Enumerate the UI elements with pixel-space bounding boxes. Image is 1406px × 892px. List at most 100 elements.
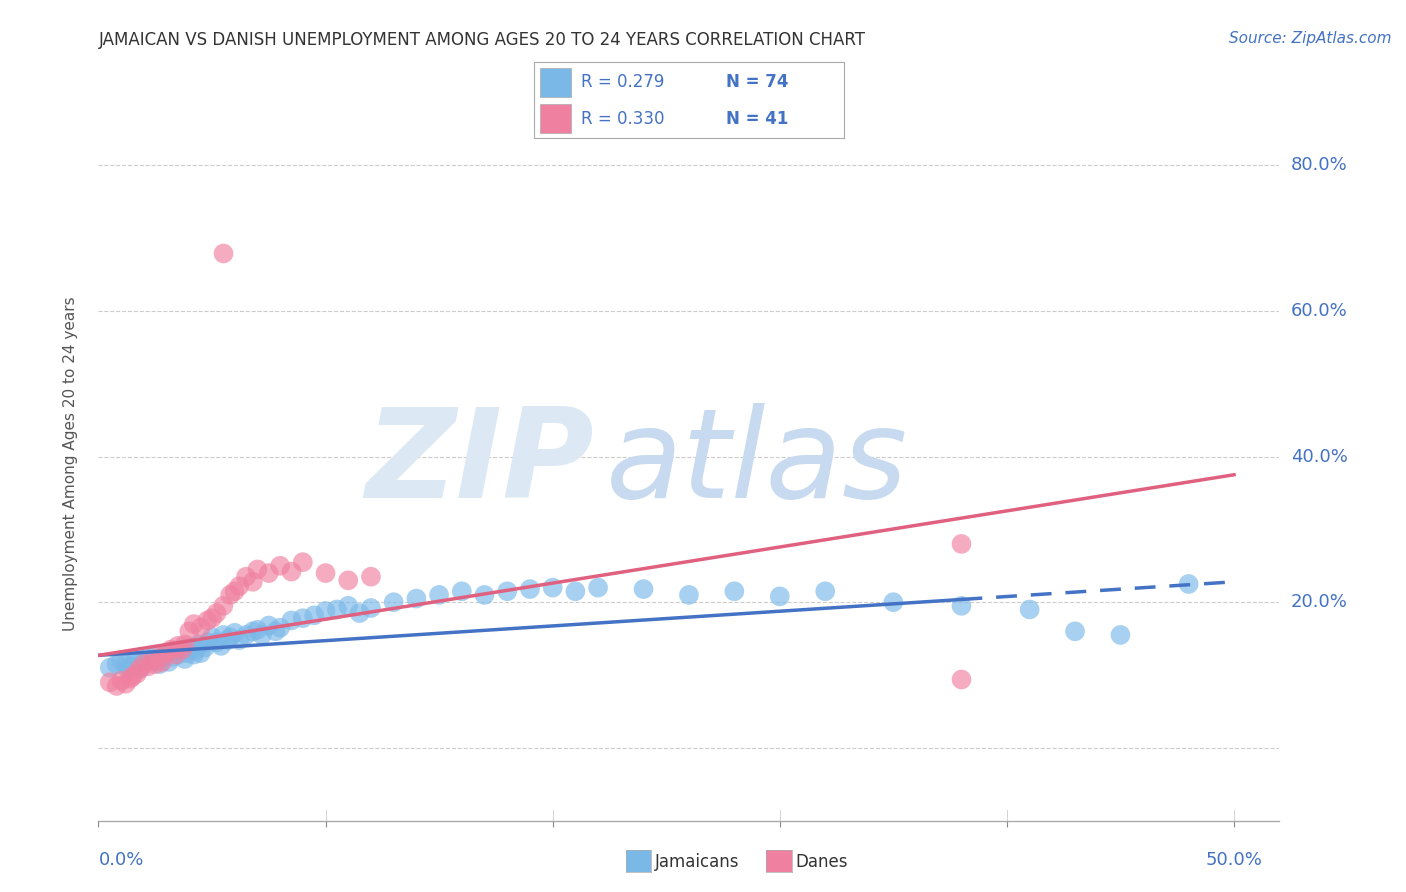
Point [205,635,228,649]
Point [114,657,136,671]
Text: N = 41: N = 41 [725,110,789,128]
Point [176,646,198,660]
Point [1109,628,1132,642]
Point [117,662,139,676]
Point [950,672,973,686]
Point [349,606,371,620]
Point [678,588,700,602]
Point [179,624,201,639]
Point [155,646,177,660]
Text: 40.0%: 40.0% [1291,448,1347,466]
Point [337,599,360,613]
Point [124,655,146,669]
Point [882,595,904,609]
Point [219,630,242,644]
Point [427,588,450,602]
Text: 20.0%: 20.0% [1291,593,1347,611]
Point [541,581,564,595]
Point [291,611,314,625]
Text: Jamaicans: Jamaicans [655,853,740,871]
Point [219,588,242,602]
Point [128,662,150,676]
Bar [540,104,571,133]
Point [250,628,273,642]
Point [264,624,287,639]
Point [228,579,250,593]
Point [165,648,187,662]
Text: 60.0%: 60.0% [1291,301,1347,320]
Point [1177,577,1199,591]
Point [1064,624,1087,639]
Text: 50.0%: 50.0% [1205,851,1263,869]
Point [172,642,194,657]
Point [194,640,217,655]
Point [950,537,973,551]
Point [128,652,150,666]
Text: JAMAICAN VS DANISH UNEMPLOYMENT AMONG AGES 20 TO 24 YEARS CORRELATION CHART: JAMAICAN VS DANISH UNEMPLOYMENT AMONG AG… [98,31,866,49]
Point [165,645,187,659]
Point [326,602,349,616]
Point [257,618,280,632]
Point [167,639,190,653]
Point [201,630,224,644]
Point [564,584,586,599]
Point [150,655,173,669]
Point [257,566,280,580]
Point [246,562,269,576]
Point [187,637,209,651]
Point [150,652,173,666]
Point [143,657,166,671]
Point [212,628,235,642]
Point [315,604,337,618]
Point [201,611,224,625]
Point [205,606,228,620]
Point [360,601,382,615]
Text: R = 0.279: R = 0.279 [581,73,664,91]
Point [110,653,132,667]
Point [149,657,172,671]
Point [633,582,655,596]
Point [302,608,325,623]
Point [105,679,128,693]
Point [519,582,541,596]
Point [149,649,172,664]
Bar [540,68,571,96]
Point [160,642,183,657]
Point [120,672,142,686]
Point [280,614,302,628]
Point [121,669,143,683]
Text: R = 0.330: R = 0.330 [581,110,664,128]
Point [382,595,405,609]
Point [723,584,745,599]
Point [183,617,205,632]
Y-axis label: Unemployment Among Ages 20 to 24 years: Unemployment Among Ages 20 to 24 years [63,296,77,632]
Point [183,648,205,662]
Text: 80.0%: 80.0% [1291,156,1347,174]
Point [1018,602,1040,616]
Point [474,588,496,602]
Point [212,245,235,260]
Point [586,581,609,595]
Text: ZIP: ZIP [366,403,595,524]
Point [496,584,519,599]
Point [235,570,257,584]
Text: 0.0%: 0.0% [98,851,143,869]
Point [450,584,472,599]
Text: Source: ZipAtlas.com: Source: ZipAtlas.com [1229,31,1392,46]
Point [98,661,121,675]
Point [105,657,128,671]
Point [179,640,201,655]
Point [169,642,191,657]
Point [405,591,427,606]
Point [242,574,264,589]
Point [212,599,235,613]
Point [132,655,155,669]
Point [155,646,177,660]
Point [190,621,212,635]
Point [280,565,302,579]
Point [209,639,232,653]
Point [769,590,792,604]
Point [235,628,257,642]
Point [173,637,195,651]
Point [228,633,250,648]
